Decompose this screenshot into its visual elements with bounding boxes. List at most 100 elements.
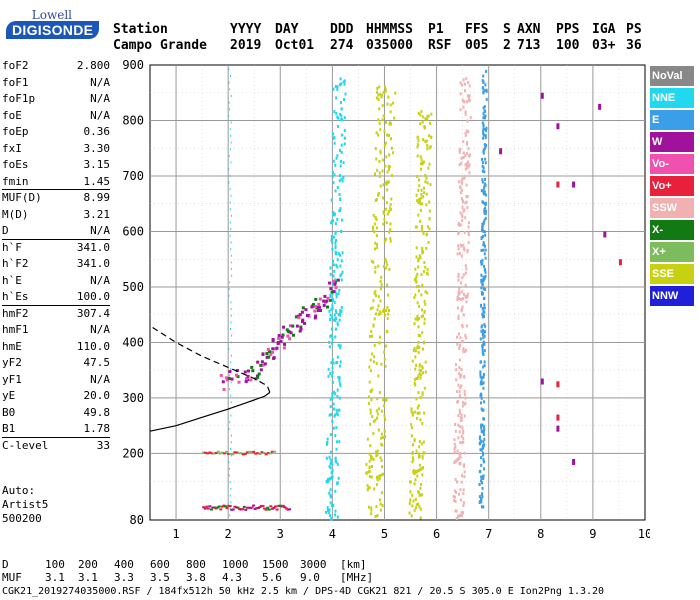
es-mark: [203, 507, 207, 510]
f-trace: [219, 278, 340, 392]
echo-mark: [423, 191, 426, 195]
echo-mark: [481, 495, 484, 499]
echo-mark: [384, 164, 387, 168]
isolated-mark: [556, 414, 560, 421]
echo-mark: [369, 408, 372, 412]
echo-mark: [461, 340, 464, 344]
echo-mark: [381, 93, 384, 97]
echo-mark: [419, 334, 422, 338]
muf-value: 5.6: [262, 571, 282, 584]
faint-mark: [229, 507, 231, 510]
echo-mark: [455, 516, 458, 520]
isolated-mark: [540, 378, 544, 385]
echo-mark: [382, 398, 385, 402]
echo-mark: [411, 504, 414, 508]
echo-mark: [469, 116, 472, 120]
echo-mark: [415, 225, 418, 229]
echo-mark: [416, 344, 419, 348]
echo-mark: [458, 411, 461, 415]
header-label-11: PS: [626, 22, 642, 37]
echo-mark: [419, 113, 422, 117]
echo-mark: [482, 417, 485, 421]
legend-entry-x: X-: [650, 220, 694, 240]
echo-mark: [421, 454, 424, 458]
echo-mark: [422, 195, 425, 199]
faint-mark: [229, 514, 231, 517]
echo-mark: [372, 299, 375, 303]
echo-mark: [415, 470, 418, 474]
param-row: foE N/A: [2, 108, 110, 125]
echo-mark: [382, 90, 385, 94]
echo-mark: [377, 264, 380, 268]
echo-mark: [480, 401, 483, 405]
echo-mark: [379, 151, 382, 155]
param-name: yF1: [2, 372, 22, 386]
faint-mark: [228, 474, 230, 477]
echo-mark: [385, 182, 388, 186]
echo-mark: [479, 448, 482, 452]
echo-mark: [462, 296, 465, 300]
echo-mark: [393, 116, 396, 120]
echo-mark: [419, 516, 422, 520]
echo-mark: [392, 151, 395, 155]
echo-mark: [423, 260, 426, 264]
echo-mark: [484, 127, 487, 131]
echo-mark: [465, 163, 468, 167]
echo-mark: [460, 413, 463, 417]
es-mark: [260, 451, 264, 454]
echo-mark: [480, 448, 483, 452]
logo-line2: DIGISONDE: [6, 21, 100, 39]
echo-mark: [338, 179, 341, 183]
echo-mark: [389, 103, 392, 107]
echo-mark: [372, 457, 375, 461]
echo-mark: [339, 164, 342, 168]
echo-mark: [389, 203, 392, 207]
es-mark: [258, 453, 262, 456]
echo-mark: [379, 92, 382, 96]
header-value-9: 100: [556, 38, 580, 53]
echo-mark: [430, 135, 433, 139]
header-value-10: 03+: [592, 38, 616, 53]
echo-mark: [429, 183, 432, 187]
param-row: foEp 0.36: [2, 124, 110, 141]
echo-mark: [482, 106, 485, 110]
echo-mark: [484, 248, 487, 252]
x-tick-label: 2: [225, 527, 232, 541]
echo-mark: [367, 505, 370, 509]
echo-mark: [375, 450, 378, 454]
echo-mark: [343, 116, 346, 120]
echo-mark: [454, 500, 457, 504]
y-tick-label: 400: [122, 335, 144, 349]
echo-mark: [384, 435, 387, 439]
echo-mark: [426, 181, 429, 185]
echo-mark: [370, 512, 373, 516]
echo-mark: [459, 336, 462, 340]
echo-mark: [420, 202, 423, 206]
faint-mark: [230, 314, 232, 317]
muf-value: 4.3: [222, 571, 242, 584]
f-trace-mark: [263, 362, 267, 366]
echo-mark: [375, 234, 378, 238]
echo-mark: [339, 253, 342, 257]
echo-mark: [483, 218, 486, 222]
param-row: B1 1.78: [2, 421, 110, 438]
param-name: foEs: [2, 158, 29, 171]
echo-mark: [327, 511, 330, 515]
echo-mark: [481, 227, 484, 231]
param-name: foE: [2, 108, 22, 122]
echo-mark: [465, 77, 468, 81]
echo-mark: [483, 170, 486, 174]
echo-mark: [418, 200, 421, 204]
echo-mark: [482, 375, 485, 379]
param-name: B1: [2, 422, 16, 435]
es-mark: [208, 451, 212, 454]
echo-mark: [416, 416, 419, 420]
echo-mark: [385, 398, 388, 402]
isolated-mark: [540, 92, 544, 99]
isolated-mark: [556, 381, 560, 388]
echo-mark: [332, 318, 335, 322]
echo-mark: [424, 125, 427, 129]
param-value: N/A: [90, 372, 110, 386]
echo-mark: [330, 237, 333, 241]
echo-mark: [414, 267, 417, 271]
